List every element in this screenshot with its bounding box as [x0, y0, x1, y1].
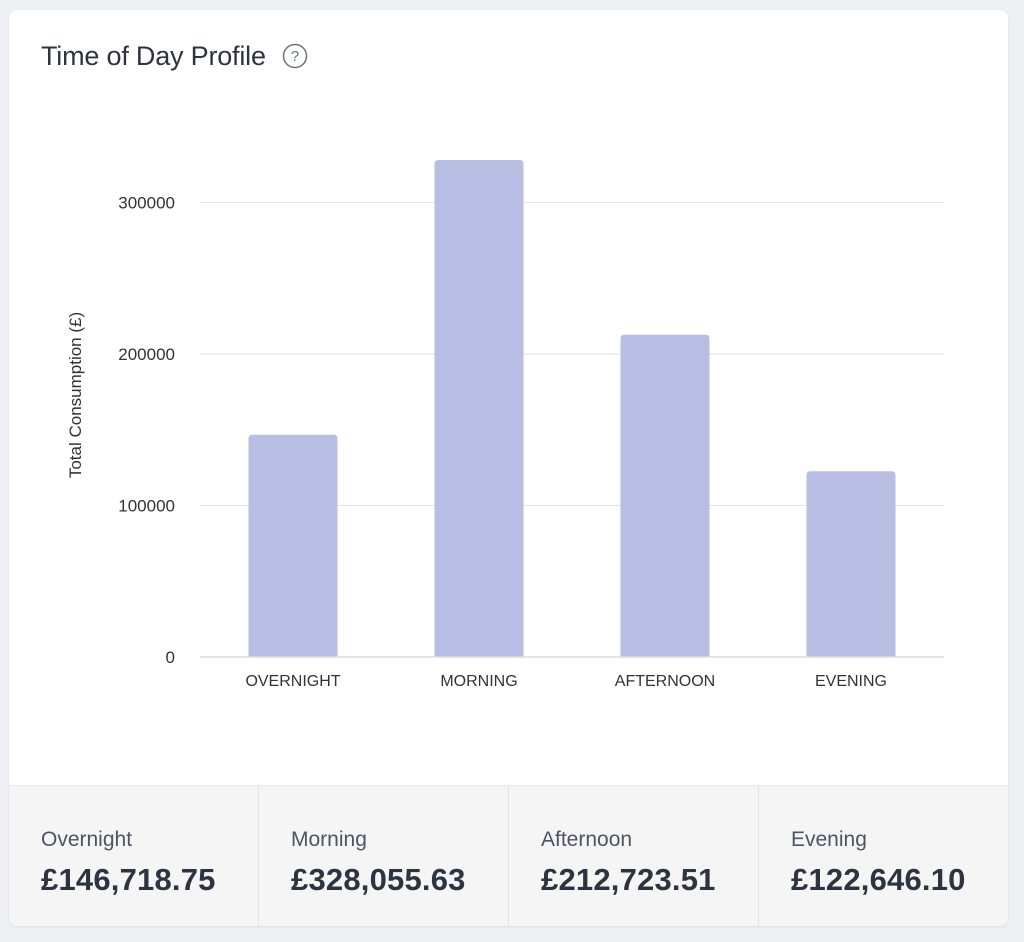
stat-value: £146,718.75 — [41, 862, 216, 897]
bar-afternoon[interactable] — [620, 334, 710, 657]
y-tick-label: 0 — [166, 648, 175, 667]
y-axis-label: Total Consumption (£) — [66, 312, 85, 478]
y-tick-label: 100000 — [118, 497, 175, 516]
bar-evening[interactable] — [806, 471, 896, 657]
y-tick-label: 200000 — [118, 345, 175, 364]
stat-value: £328,055.63 — [291, 862, 466, 897]
card-header: Time of Day Profile ? — [41, 38, 308, 74]
bar-overnight[interactable] — [248, 434, 338, 657]
stat-label: Afternoon — [541, 828, 633, 851]
bar-morning[interactable] — [434, 159, 524, 657]
x-tick-label: MORNING — [440, 673, 517, 690]
summary-stat-evening: Evening £122,646.10 — [759, 786, 1008, 926]
bar-chart: 0 100000 200000 300000 Total Consumption (£)… — [66, 159, 944, 690]
stat-value: £212,723.51 — [541, 862, 716, 897]
y-tick-label: 300000 — [118, 194, 175, 213]
stat-value: £122,646.10 — [791, 862, 966, 897]
card-title: Time of Day Profile — [41, 40, 266, 71]
stat-label: Overnight — [41, 828, 133, 851]
stat-label: Morning — [291, 828, 367, 851]
x-tick-label: OVERNIGHT — [245, 673, 340, 690]
x-tick-label: AFTERNOON — [615, 673, 715, 690]
svg-text:?: ? — [291, 48, 299, 65]
time-of-day-card: 0 100000 200000 300000 Total Consumption (£)… — [9, 10, 1008, 926]
stat-label: Evening — [791, 828, 867, 851]
x-tick-label: EVENING — [815, 673, 887, 690]
question-circle-icon[interactable]: ? — [282, 43, 308, 69]
summary-footer: Overnight £146,718.75 Morning £328,055.6… — [9, 785, 1008, 926]
chart-area: 0 100000 200000 300000 Total Consumption (£)… — [9, 10, 1008, 785]
summary-stat-morning: Morning £328,055.63 — [259, 786, 509, 926]
summary-stat-afternoon: Afternoon £212,723.51 — [509, 786, 759, 926]
summary-stat-overnight: Overnight £146,718.75 — [9, 786, 259, 926]
